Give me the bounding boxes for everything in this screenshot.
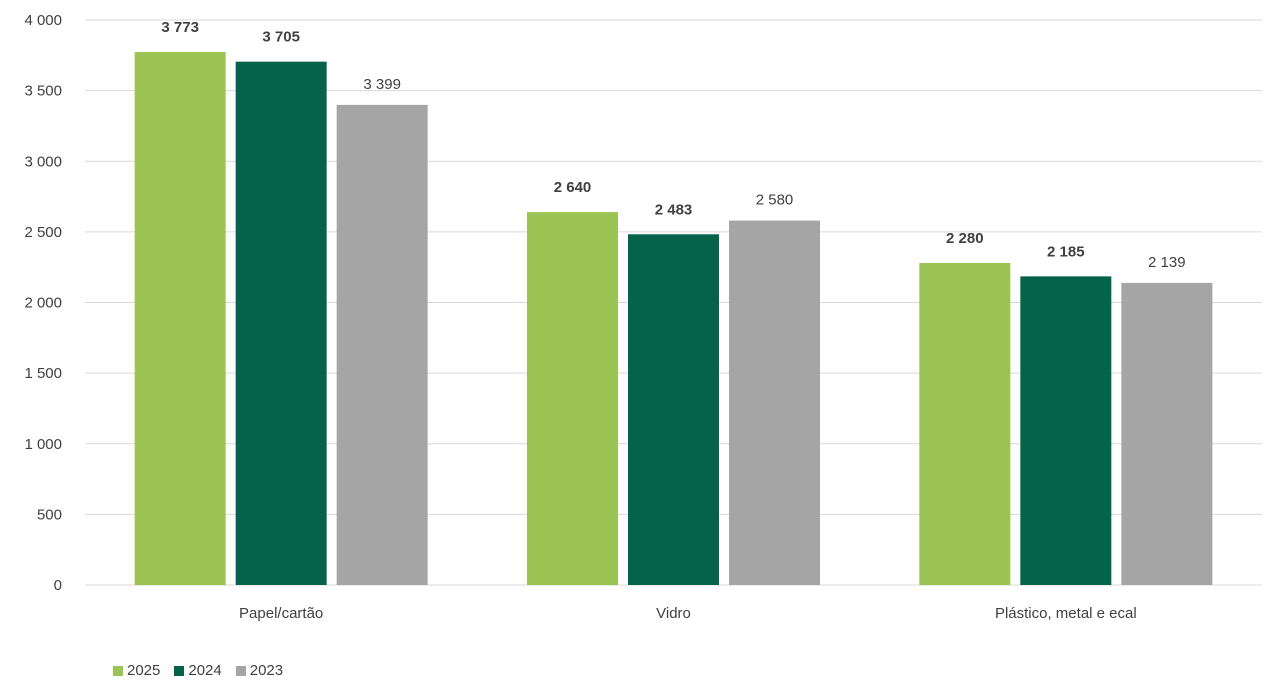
data-label: 3 705 bbox=[262, 29, 300, 46]
data-label: 2 139 bbox=[1148, 254, 1186, 271]
data-label: 2 580 bbox=[756, 192, 794, 209]
legend-swatch bbox=[113, 665, 123, 676]
data-label: 3 399 bbox=[363, 76, 401, 93]
data-label: 2 185 bbox=[1047, 243, 1085, 260]
category-label: Papel/cartão bbox=[239, 605, 323, 622]
legend-label: 2024 bbox=[188, 662, 222, 679]
y-tick-label: 500 bbox=[37, 506, 62, 523]
legend-item-2024: 2024 bbox=[174, 662, 222, 679]
y-tick-label: 1 500 bbox=[24, 365, 62, 382]
data-label: 2 640 bbox=[554, 179, 592, 196]
legend-swatch bbox=[174, 665, 185, 676]
y-tick-label: 1 000 bbox=[24, 436, 62, 453]
bar-2025-0 bbox=[134, 52, 226, 586]
data-labels: 3 773 3 705 3 399 2 640 2 483 2 580 2 280 2 185… bbox=[161, 19, 1185, 271]
data-label: 2 483 bbox=[655, 201, 693, 218]
category-label: Vidro bbox=[656, 605, 691, 622]
y-tick-label: 3 000 bbox=[24, 153, 62, 170]
legend-label: 2025 bbox=[127, 662, 161, 679]
y-tick-label: 2 500 bbox=[24, 224, 62, 241]
legend-item-2025: 2025 bbox=[113, 662, 160, 679]
category-label: Plástico, metal e ecal bbox=[995, 605, 1137, 622]
y-tick-label: 4 000 bbox=[24, 12, 62, 29]
y-tick-label: 0 bbox=[54, 577, 62, 594]
bar-2024-2 bbox=[1020, 276, 1112, 585]
legend-swatch bbox=[235, 665, 246, 676]
y-tick-label: 3 500 bbox=[24, 83, 62, 100]
legend-item-2023: 2023 bbox=[235, 662, 284, 679]
bar-2025-2 bbox=[919, 262, 1011, 585]
bar-2023-2 bbox=[1121, 282, 1213, 585]
x-axis-category-labels: Papel/cartão Vidro Plástico, metal e ecal bbox=[239, 605, 1137, 622]
data-label: 3 773 bbox=[161, 19, 199, 36]
bars bbox=[134, 52, 1213, 586]
legend-label: 2023 bbox=[249, 662, 284, 679]
y-axis-tick-labels: 0 500 1 000 1 500 2 000 2 500 3 000 3 500 4 000 bbox=[24, 12, 62, 594]
bar-2025-1 bbox=[527, 212, 618, 585]
data-label: 2 280 bbox=[946, 230, 984, 247]
bar-2023-0 bbox=[336, 104, 428, 586]
bar-2023-1 bbox=[729, 220, 820, 585]
y-tick-label: 2 000 bbox=[24, 295, 62, 312]
bar-2024-0 bbox=[235, 61, 327, 585]
legend: 2025 2024 2023 bbox=[113, 662, 283, 679]
bar-2024-1 bbox=[628, 234, 719, 585]
